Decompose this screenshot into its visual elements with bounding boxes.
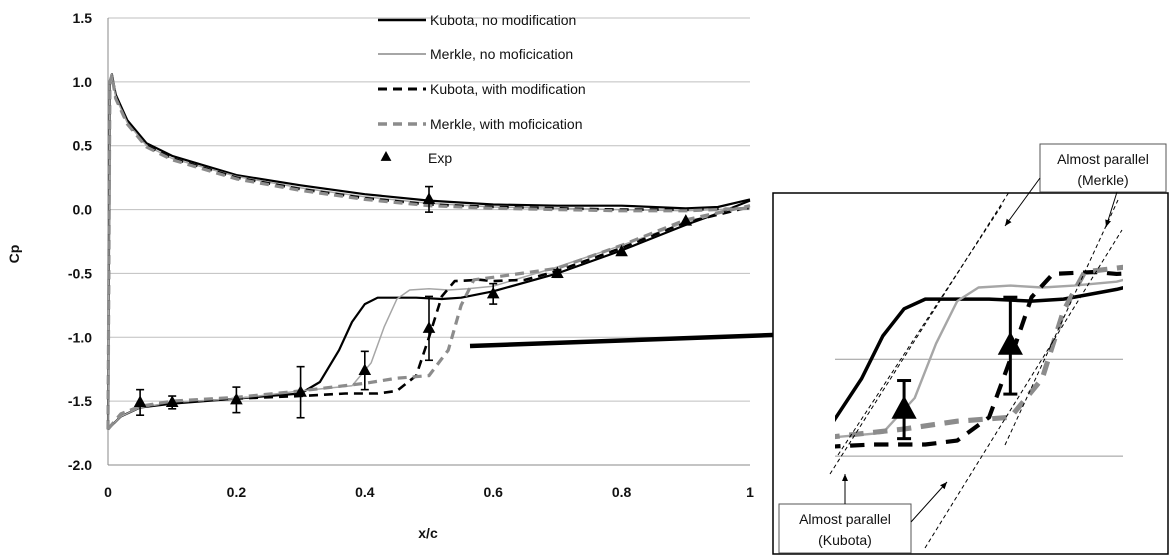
series-line-lower (106, 204, 751, 431)
y-tick-label: 1.0 (73, 74, 93, 90)
experimental-points (133, 185, 693, 419)
guide-line (1004, 199, 1119, 446)
x-tick-label: 1 (746, 484, 754, 500)
annotation-merkle-pointer-left (1004, 177, 1041, 227)
guide-line (837, 204, 1003, 456)
x-tick-label: 0 (104, 484, 112, 500)
exp-point (551, 266, 564, 278)
main-axes: 1.5 1.0 0.5 0.0 -0.5 -1.0 -1.5 -2.0 0 0.2 0.4 0.6 0.… (68, 10, 754, 500)
zoom-inset-frame (772, 192, 1169, 555)
x-tick-label: 0.8 (612, 484, 632, 500)
exp-point (422, 321, 436, 333)
y-tick-label: 0.5 (73, 138, 93, 154)
exp-point (679, 214, 693, 226)
series-line-lower (835, 269, 1123, 449)
exp-point (997, 331, 1023, 355)
legend-label: Kubota, with modification (430, 81, 586, 97)
y-tick-label: -1.0 (68, 329, 92, 345)
exp-point (294, 385, 307, 397)
x-tick-label: 0.6 (483, 484, 503, 500)
series-line-lower (835, 285, 1123, 423)
inset-experimental-points (891, 295, 1023, 441)
legend-label: Exp (428, 150, 452, 166)
annotation-kubota-pointer-right (910, 481, 948, 523)
annotation-kubota-line1: Almost parallel (799, 511, 891, 527)
y-tick-label: 0.0 (73, 202, 93, 218)
zoom-pointer-arrow (469, 328, 829, 349)
y-tick-label: 1.5 (73, 10, 93, 26)
annotation-kubota: Almost parallel (Kubota) (778, 474, 948, 554)
series-line-upper (106, 73, 751, 430)
exp-point (230, 392, 243, 405)
exp-point (486, 286, 500, 299)
annotation-merkle: Almost parallel (Merkle) (1004, 143, 1167, 228)
y-axis-label: Cp (6, 245, 22, 264)
y-tick-label: -2.0 (68, 457, 92, 473)
y-tick-label: -1.5 (68, 393, 92, 409)
series-line-lower (835, 278, 1123, 439)
annotation-merkle-line2: (Merkle) (1077, 172, 1128, 188)
x-tick-label: 0.4 (355, 484, 375, 500)
y-tick-label: -0.5 (68, 265, 92, 281)
main-series (106, 73, 751, 431)
legend: Kubota, no modification Merkle, no mofici… (378, 12, 586, 166)
exp-point (165, 395, 179, 407)
exp-point (891, 395, 917, 419)
exp-point (615, 244, 628, 257)
legend-swatch-exp (380, 151, 392, 161)
x-tick-label: 0.2 (227, 484, 247, 500)
exp-point (358, 363, 372, 376)
annotation-merkle-pointer-right (1105, 191, 1118, 228)
guide-line (829, 193, 1010, 475)
legend-label: Merkle, with moficication (430, 116, 583, 132)
annotation-kubota-line2: (Kubota) (818, 532, 872, 548)
x-axis-label: x/c (418, 525, 438, 541)
exp-point (133, 395, 147, 407)
exp-point (422, 192, 436, 204)
inset-series (835, 264, 1123, 449)
legend-label: Merkle, no moficication (430, 46, 573, 62)
guide-line (924, 229, 1123, 549)
zoom-inset (829, 193, 1123, 549)
annotation-merkle-line1: Almost parallel (1057, 151, 1149, 167)
legend-label: Kubota, no modification (430, 12, 576, 28)
